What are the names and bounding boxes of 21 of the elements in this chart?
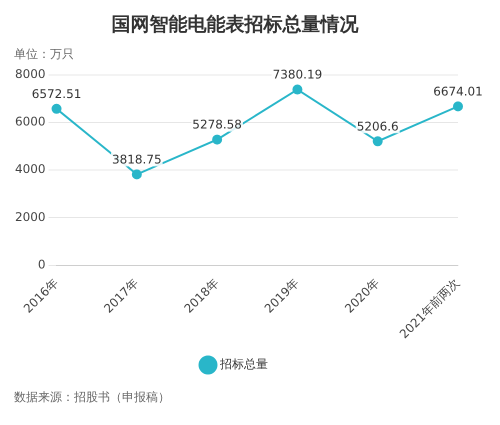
point xyxy=(372,136,383,146)
y-tick-label: 2000 xyxy=(14,210,46,224)
y-tick-label: 8000 xyxy=(14,66,46,81)
point xyxy=(292,84,302,95)
source-note: 数据来源：招股书（申报稿） xyxy=(14,390,170,404)
point xyxy=(132,169,142,180)
data-label: 3818.75 xyxy=(112,152,162,166)
y-axis-title: 单位：万只 xyxy=(14,47,74,61)
point xyxy=(52,104,62,114)
data-label: 5278.58 xyxy=(192,118,242,132)
y-tick-label: 0 xyxy=(38,257,46,272)
data-label: 6674.01 xyxy=(433,84,483,98)
point xyxy=(453,101,463,112)
y-tick-label: 6000 xyxy=(14,114,46,129)
legend-label: 招标总量 xyxy=(219,357,268,372)
chart-title: 国网智能电能表招标总量情况 xyxy=(112,13,360,36)
data-label: 6572.51 xyxy=(32,86,82,101)
data-label: 5206.6 xyxy=(356,119,399,134)
data-label: 7380.19 xyxy=(272,68,322,82)
point xyxy=(212,134,222,145)
y-tick-label: 4000 xyxy=(14,162,46,176)
